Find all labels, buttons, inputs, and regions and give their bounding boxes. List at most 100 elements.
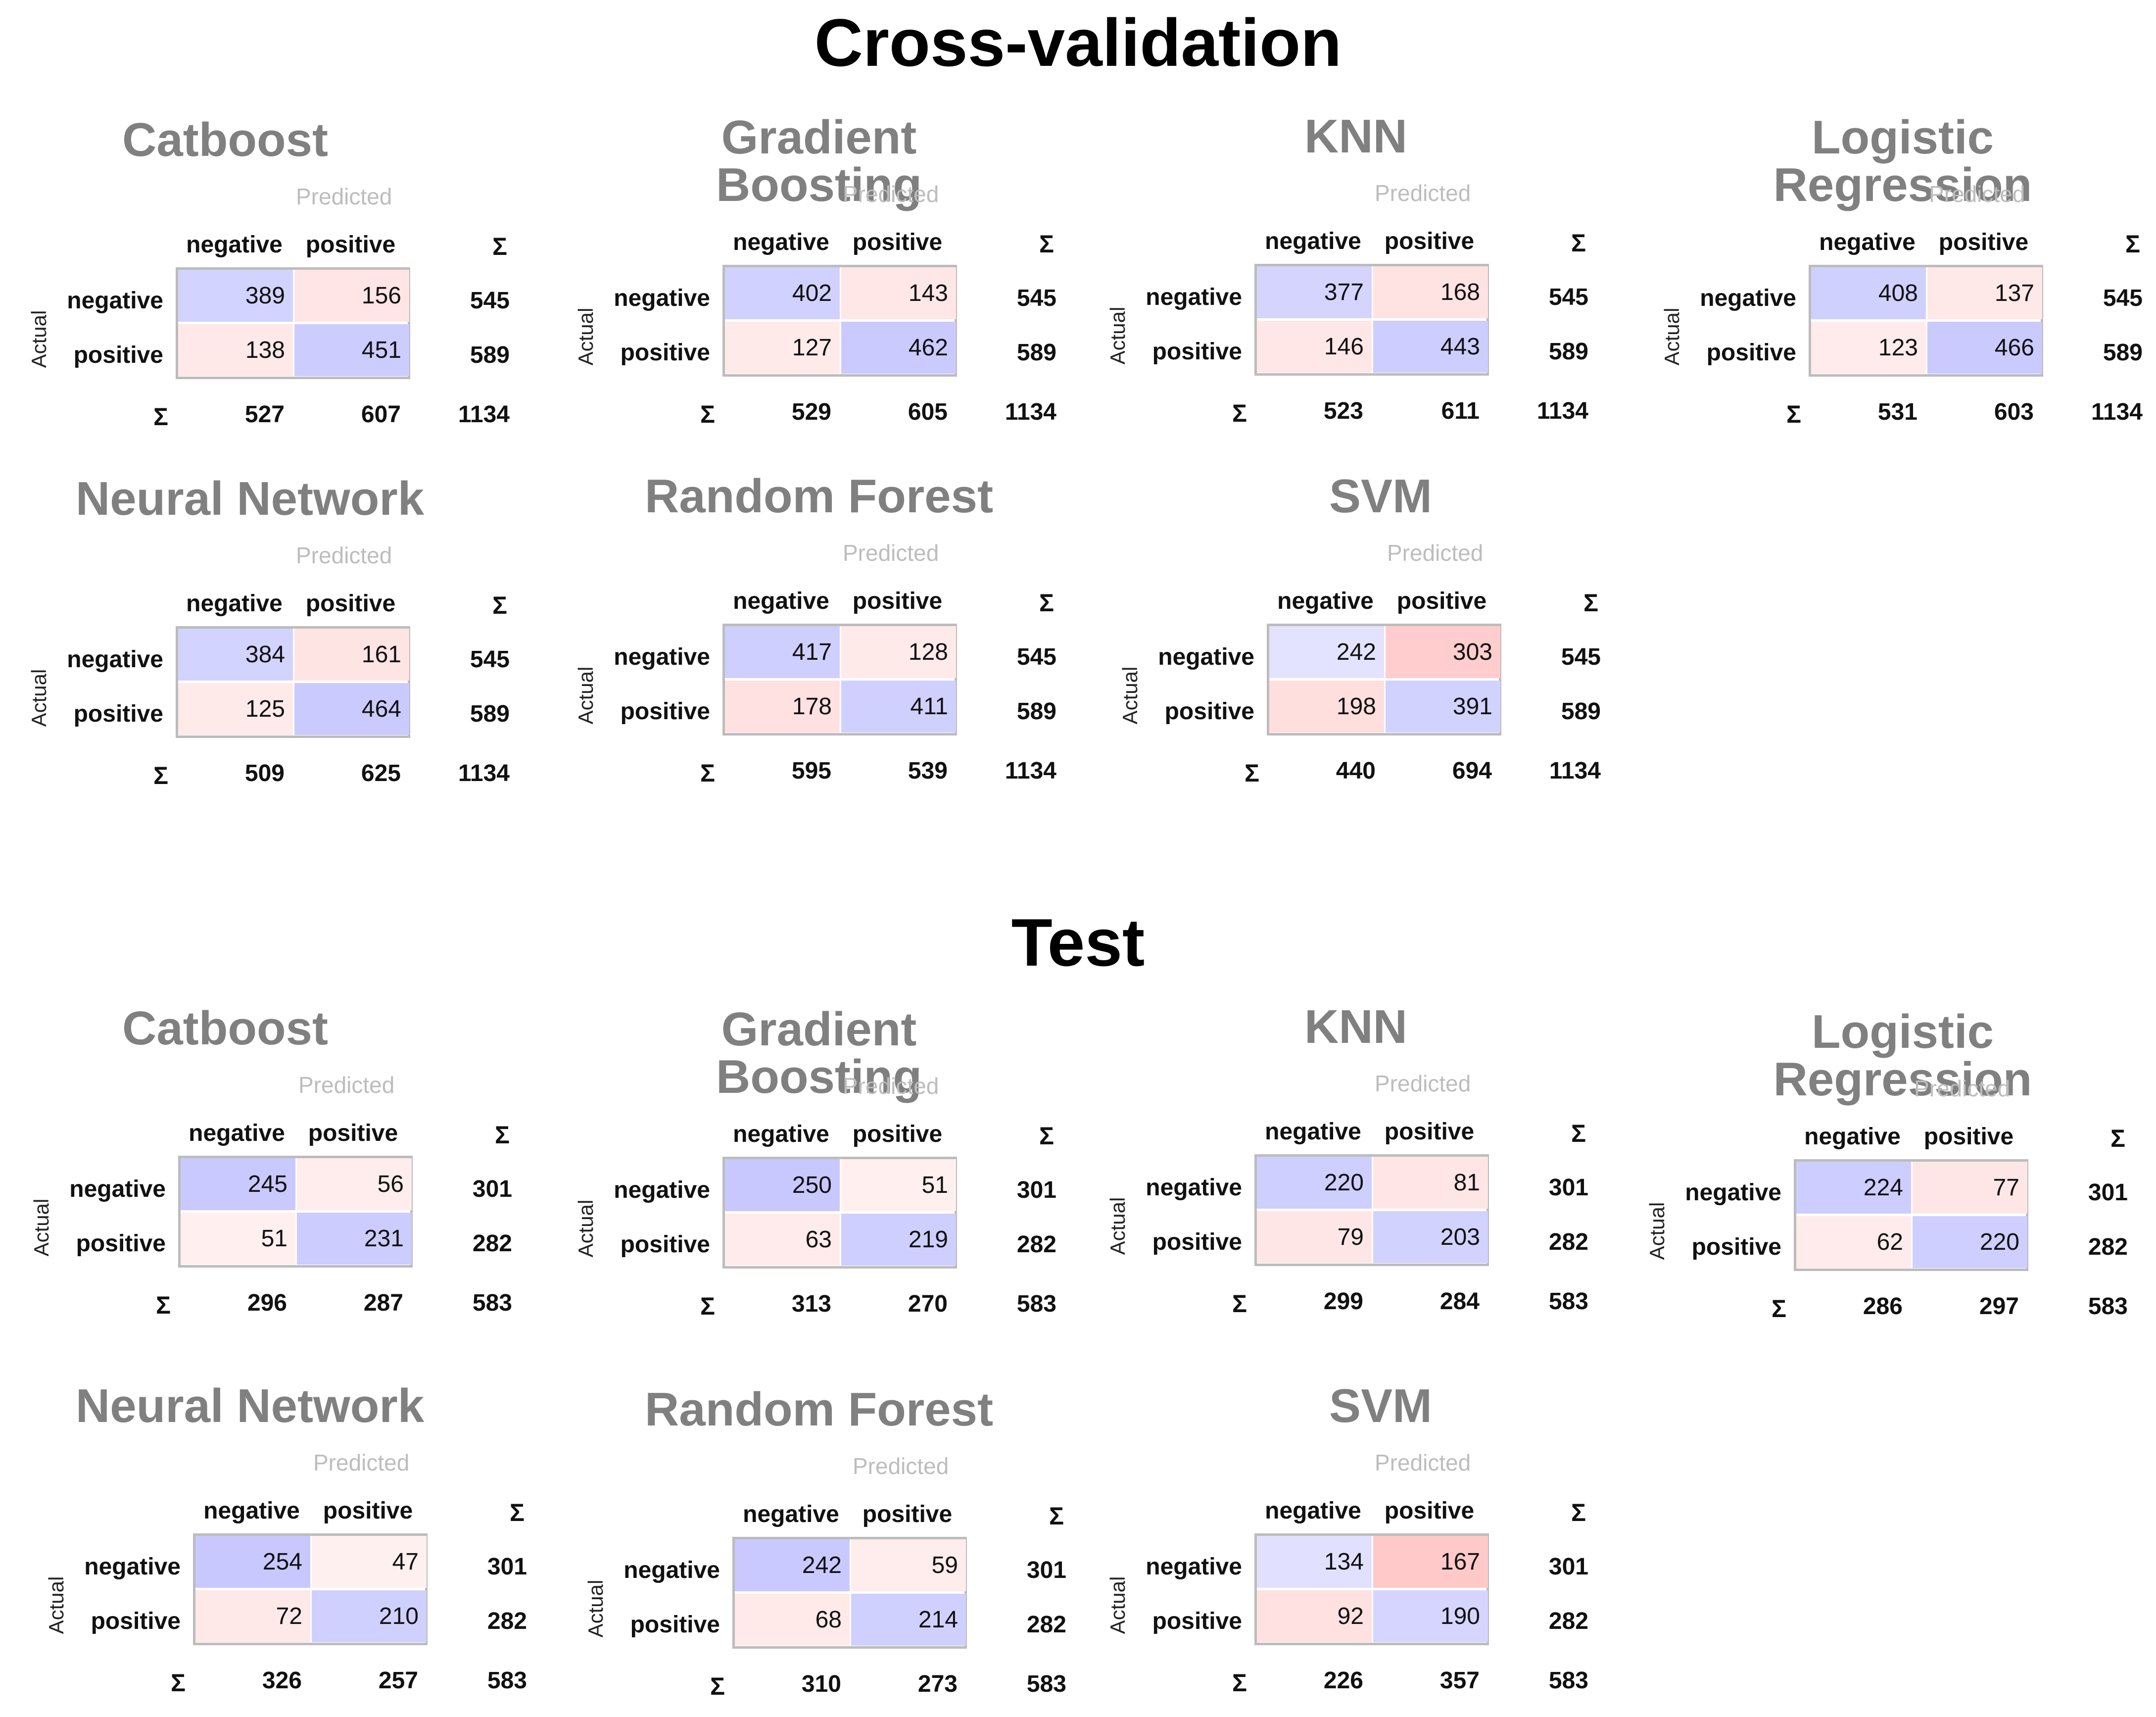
row-sum-header: Σ [1786,400,1802,428]
column-sum: 310 [801,1671,841,1697]
row-sum: 282 [472,1230,512,1257]
matrix-cell: 68 [735,1594,850,1646]
row-header-negative: negative [1146,284,1242,310]
row-sum: 545 [470,646,510,673]
matrix-cell: 168 [1373,266,1488,318]
column-sum-header: Σ [1571,1499,1586,1526]
matrix-cell: 190 [1373,1590,1488,1642]
column-header-negative: negative [733,229,829,255]
model-title-svm: SVM [1329,470,1433,523]
column-header-negative: negative [203,1498,300,1524]
row-header-positive: positive [620,1231,710,1258]
matrix-cell: 231 [297,1213,412,1265]
column-sum: 595 [791,758,831,784]
confusion-matrix-panel: Catboost Predicted Actual negative positive Σ… [25,116,520,433]
column-header-positive: positive [862,1501,953,1527]
column-sum-header: Σ [2110,1125,2126,1152]
row-sum-header: Σ [1245,759,1260,787]
row-sum: 589 [1561,698,1601,725]
row-sum: 301 [487,1554,527,1580]
matrix-cell: 62 [1796,1216,1911,1268]
grand-total: 583 [2088,1293,2128,1320]
row-sum: 282 [1548,1608,1588,1634]
column-sum-header: Σ [1583,589,1599,617]
column-sum: 625 [361,760,401,786]
row-header-positive: positive [1152,1608,1242,1634]
column-sum-header: Σ [492,591,508,619]
actual-axis-label: Actual [1645,1202,1669,1260]
confusion-matrix-cells: 224 77 62 220 [1794,1159,2028,1271]
column-sum-header: Σ [1049,1502,1064,1530]
matrix-cell: 417 [725,626,840,678]
column-sum: 529 [791,399,831,425]
confusion-matrix-cells: 384 161 125 464 [176,626,410,738]
row-sum: 301 [472,1176,512,1202]
column-header-positive: positive [323,1498,413,1524]
matrix-cell: 72 [195,1590,310,1642]
grand-total: 1134 [2091,399,2143,425]
matrix-cell: 77 [1913,1162,2027,1214]
column-sum: 326 [262,1668,302,1694]
row-header-positive: positive [1691,1234,1781,1260]
actual-axis-label: Actual [584,1579,607,1638]
predicted-axis-label: Predicted [1375,1450,1471,1475]
column-sum-header: Σ [1571,229,1586,257]
column-header-positive: positive [305,590,396,617]
confusion-matrix-cells: 377 168 146 443 [1254,264,1489,376]
actual-axis-label: Actual [574,666,597,725]
predicted-axis-label: Predicted [1387,540,1484,566]
row-header-negative: negative [1685,1179,1781,1206]
row-sum: 301 [2088,1179,2128,1206]
matrix-cell: 214 [851,1594,966,1646]
matrix-cell: 81 [1373,1157,1488,1209]
row-header-negative: negative [1158,644,1254,670]
row-header-positive: positive [1152,339,1242,365]
predicted-axis-label: Predicted [1375,1071,1471,1096]
matrix-cell: 161 [294,629,409,681]
matrix-cell: 451 [294,324,409,376]
column-sum: 607 [361,401,401,428]
matrix-cell: 156 [294,270,409,322]
grand-total: 1134 [1005,758,1056,784]
column-sum-header: Σ [1039,589,1054,617]
row-header-negative: negative [623,1557,720,1583]
confusion-matrix-cells: 417 128 178 411 [722,624,957,736]
column-header-negative: negative [1265,1498,1361,1524]
row-sum-header: Σ [1232,1669,1247,1697]
actual-axis-label: Actual [27,669,50,727]
confusion-matrix-panel: Logistic Regression Predicted Actual negati… [1658,114,2153,431]
column-header-negative: negative [1265,1119,1361,1145]
column-sum: 531 [1877,399,1917,425]
confusion-matrix-panel: Random Forest Predicted Actual negative posi… [572,473,1066,789]
model-title-gradient-boosting: Gradient Boosting [716,1003,922,1103]
confusion-matrix-panel: Neural Network Predicted Actual negative pos… [25,475,520,792]
confusion-matrix-cells: 242 303 198 391 [1267,624,1501,736]
matrix-cell: 377 [1257,266,1372,318]
column-header-negative: negative [733,588,829,614]
row-header-negative: negative [84,1554,181,1580]
column-sum: 611 [1441,398,1480,424]
row-sum: 589 [1016,698,1056,725]
matrix-cell: 138 [178,324,293,376]
grand-total: 583 [1016,1291,1056,1317]
grand-total: 583 [1026,1671,1066,1697]
row-header-negative: negative [69,1176,166,1202]
column-header-positive: positive [1384,228,1475,254]
row-sum-header: Σ [153,403,169,431]
matrix-cell: 134 [1257,1536,1372,1588]
matrix-cell: 47 [312,1536,427,1588]
matrix-cell: 92 [1257,1590,1372,1642]
confusion-matrix-cells: 254 47 72 210 [193,1533,428,1645]
section-title-test: Test [1011,905,1145,980]
row-sum-header: Σ [156,1291,171,1319]
row-sum: 301 [1026,1557,1066,1583]
actual-axis-label: Actual [1106,1197,1129,1255]
matrix-cell: 137 [1927,267,2042,319]
confusion-matrix-cells: 402 143 127 462 [722,265,957,377]
model-title-random-forest: Random Forest [644,470,994,523]
column-header-negative: negative [733,1121,829,1147]
column-sum: 440 [1336,758,1376,784]
column-header-positive: positive [852,1121,943,1147]
confusion-matrix-panel: Neural Network Predicted Actual negative pos… [42,1382,537,1699]
